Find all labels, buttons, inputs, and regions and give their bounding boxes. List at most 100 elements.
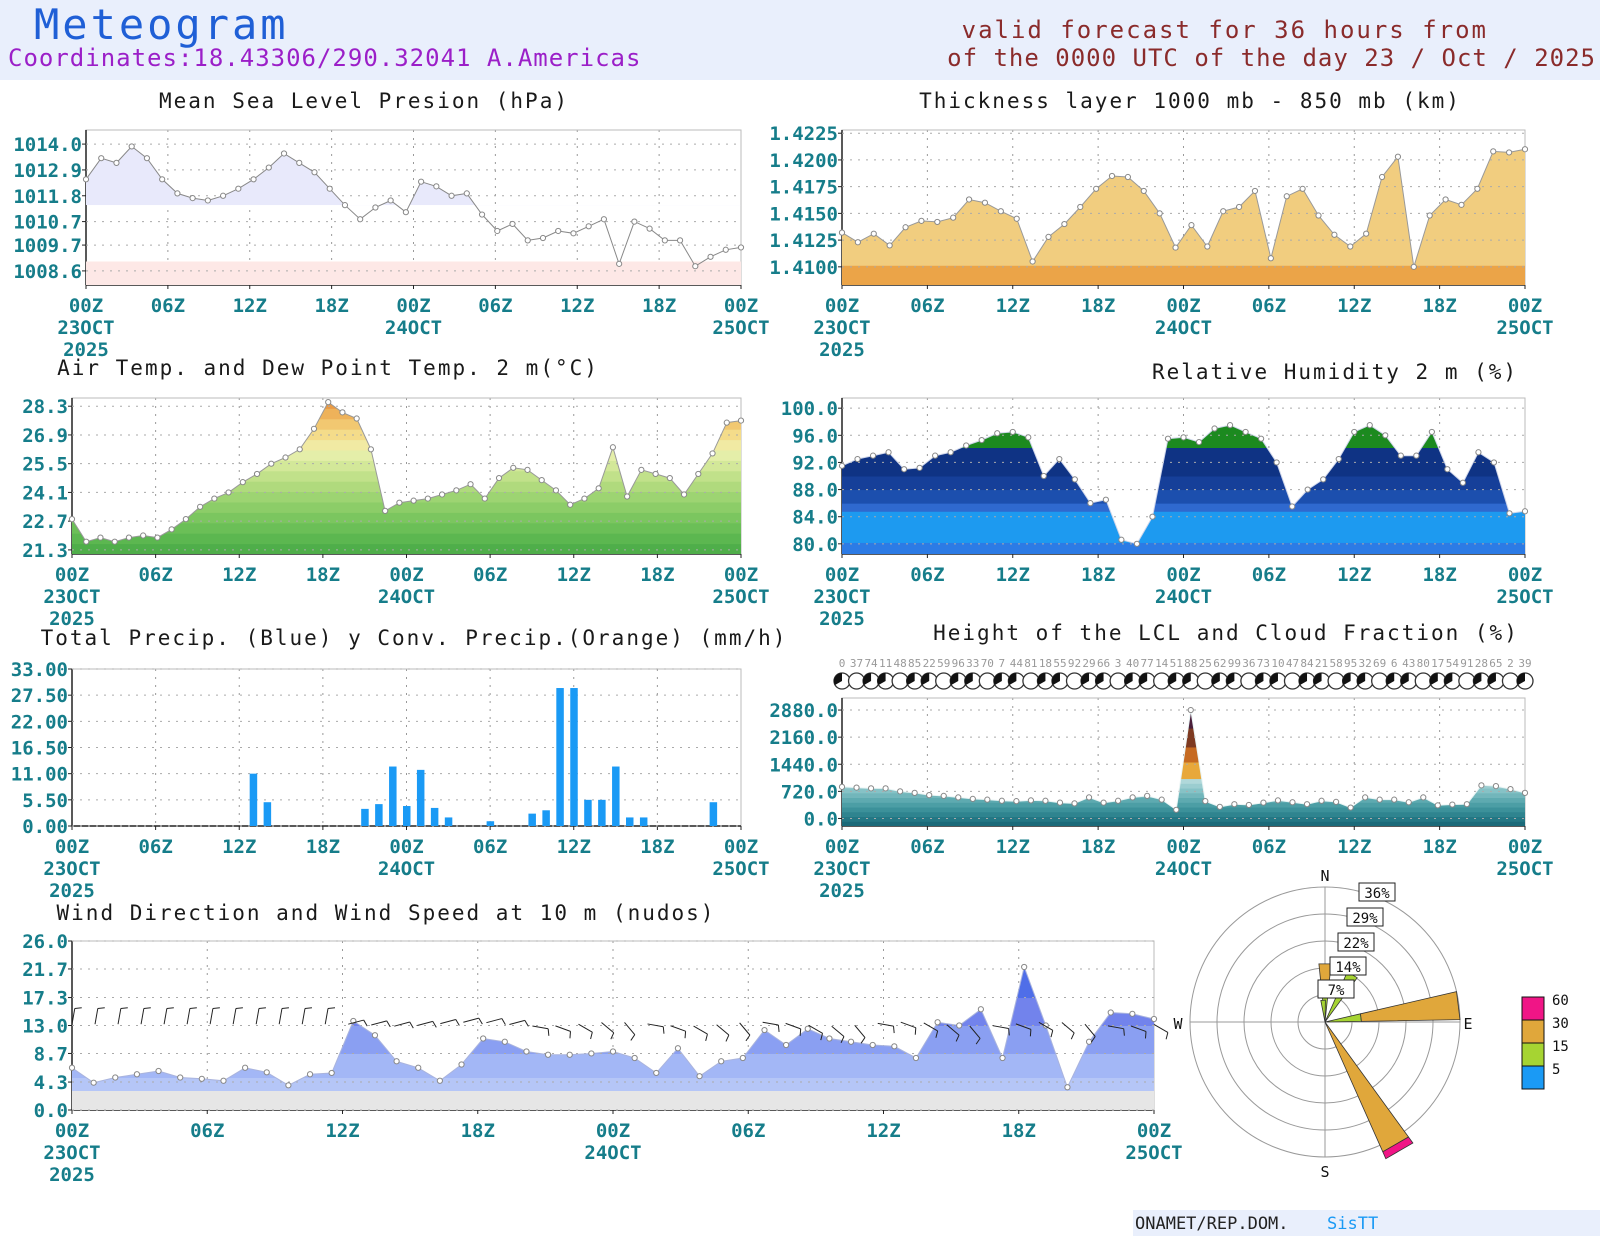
cloud-fraction-fill — [862, 672, 872, 685]
wind-barb — [94, 1008, 99, 1025]
data-point — [1283, 193, 1290, 200]
wind-barb — [301, 1008, 306, 1025]
cloud-fraction-value: 40 — [1126, 657, 1139, 670]
wind-barb — [1130, 1025, 1147, 1032]
mslp-area — [86, 146, 476, 206]
wind-barb-flag — [1070, 1032, 1075, 1040]
data-point — [1064, 1084, 1071, 1091]
data-point — [1204, 243, 1211, 250]
date-label: 25OCT — [712, 858, 769, 880]
chart-title: Wind Direction and Wind Speed at 10 m (n… — [57, 901, 716, 925]
y-tick-label: 1.4150 — [769, 203, 838, 225]
data-point — [453, 487, 460, 494]
cloud-fraction-fill — [833, 672, 842, 685]
cloud-fraction-fill — [964, 672, 973, 685]
y-tick-label: 88.0 — [792, 480, 838, 502]
x-tick-label: 18Z — [1002, 1120, 1036, 1142]
footer-system: SisTT — [1327, 1214, 1379, 1234]
cloud-fraction-fill — [1342, 672, 1351, 685]
y-tick-label: 16.50 — [11, 738, 68, 760]
data-point — [616, 260, 623, 267]
x-tick-label: 00Z — [1508, 295, 1542, 317]
precip-bar — [598, 799, 606, 826]
cloud-fraction-icon — [1240, 672, 1258, 690]
low-pressure-zone — [86, 261, 741, 285]
x-tick-label: 18Z — [1081, 564, 1115, 586]
date-label: 23OCT — [43, 1142, 100, 1164]
data-point — [1242, 428, 1249, 436]
cloud-fraction-fill — [1182, 672, 1191, 685]
data-point — [1013, 798, 1020, 805]
cloud-fraction-fill — [921, 672, 930, 685]
date-label: 2025 — [63, 339, 109, 361]
wind-barb — [1061, 1022, 1075, 1034]
data-point — [646, 225, 653, 232]
x-tick-label: 18Z — [1422, 564, 1456, 586]
rose-ring-label: 7% — [1328, 983, 1345, 999]
cloud-fraction-value: 22 — [923, 657, 936, 670]
data-point — [133, 1071, 141, 1078]
x-tick-label: 12Z — [557, 564, 591, 586]
y-tick-label: 720.0 — [781, 781, 838, 803]
data-point — [393, 1058, 400, 1065]
data-point — [1140, 187, 1147, 195]
data-point — [965, 196, 973, 203]
data-point — [424, 495, 431, 502]
date-label: 25OCT — [1496, 317, 1553, 339]
data-point — [538, 477, 545, 484]
wind-barb — [140, 1008, 145, 1025]
wind-barb-flag — [630, 1034, 636, 1041]
data-point — [467, 481, 474, 488]
cloud-fraction-icon — [891, 672, 909, 690]
data-point — [1180, 434, 1187, 441]
rose-direction-label: N — [1320, 867, 1329, 885]
data-point — [436, 1077, 443, 1084]
area-band — [72, 491, 741, 503]
series-line — [841, 148, 1526, 267]
cloud-fraction-fill — [906, 672, 915, 685]
data-point — [168, 526, 175, 533]
x-tick-label: 06Z — [478, 295, 512, 317]
data-point — [306, 1071, 314, 1078]
x-tick-label: 12Z — [325, 1120, 359, 1142]
area-band — [842, 542, 1525, 554]
y-tick-label: 100.0 — [781, 398, 838, 420]
cloud-fraction-fill — [877, 672, 886, 685]
wind-barb-flag — [935, 1030, 939, 1038]
data-point — [1226, 422, 1234, 429]
data-point — [250, 176, 257, 183]
data-point — [1188, 222, 1195, 229]
data-point — [609, 444, 616, 451]
data-point — [838, 462, 846, 469]
cloud-fraction-value: 96 — [952, 657, 965, 670]
data-point — [1320, 476, 1327, 483]
data-point — [963, 442, 970, 449]
data-point — [182, 516, 189, 523]
y-tick-label: 33.00 — [11, 659, 68, 681]
data-point — [90, 1079, 97, 1086]
y-tick-label: 26.0 — [22, 931, 68, 953]
data-point — [83, 538, 90, 545]
page-title: Meteogram — [34, 0, 289, 49]
data-point — [566, 1051, 573, 1058]
date-label: 24OCT — [385, 317, 442, 339]
data-point — [1507, 786, 1514, 793]
data-point — [1040, 472, 1047, 480]
data-point — [707, 253, 714, 260]
data-point — [854, 239, 861, 246]
data-point — [1391, 796, 1398, 803]
data-point — [885, 449, 892, 456]
wind-barb-flag — [258, 1007, 266, 1009]
data-point — [1458, 201, 1465, 208]
data-point — [1085, 794, 1093, 801]
x-tick-label: 00Z — [55, 836, 89, 858]
x-tick-label: 00Z — [1166, 295, 1200, 317]
x-tick-label: 00Z — [55, 1120, 89, 1142]
date-label: 2025 — [819, 339, 865, 361]
cloud-fraction-icon — [1022, 672, 1040, 690]
wind-barb — [785, 1022, 801, 1030]
data-point — [1347, 243, 1354, 250]
data-point — [723, 419, 730, 426]
data-point — [994, 430, 1001, 437]
cloud-fraction-value: 28 — [1475, 657, 1488, 670]
